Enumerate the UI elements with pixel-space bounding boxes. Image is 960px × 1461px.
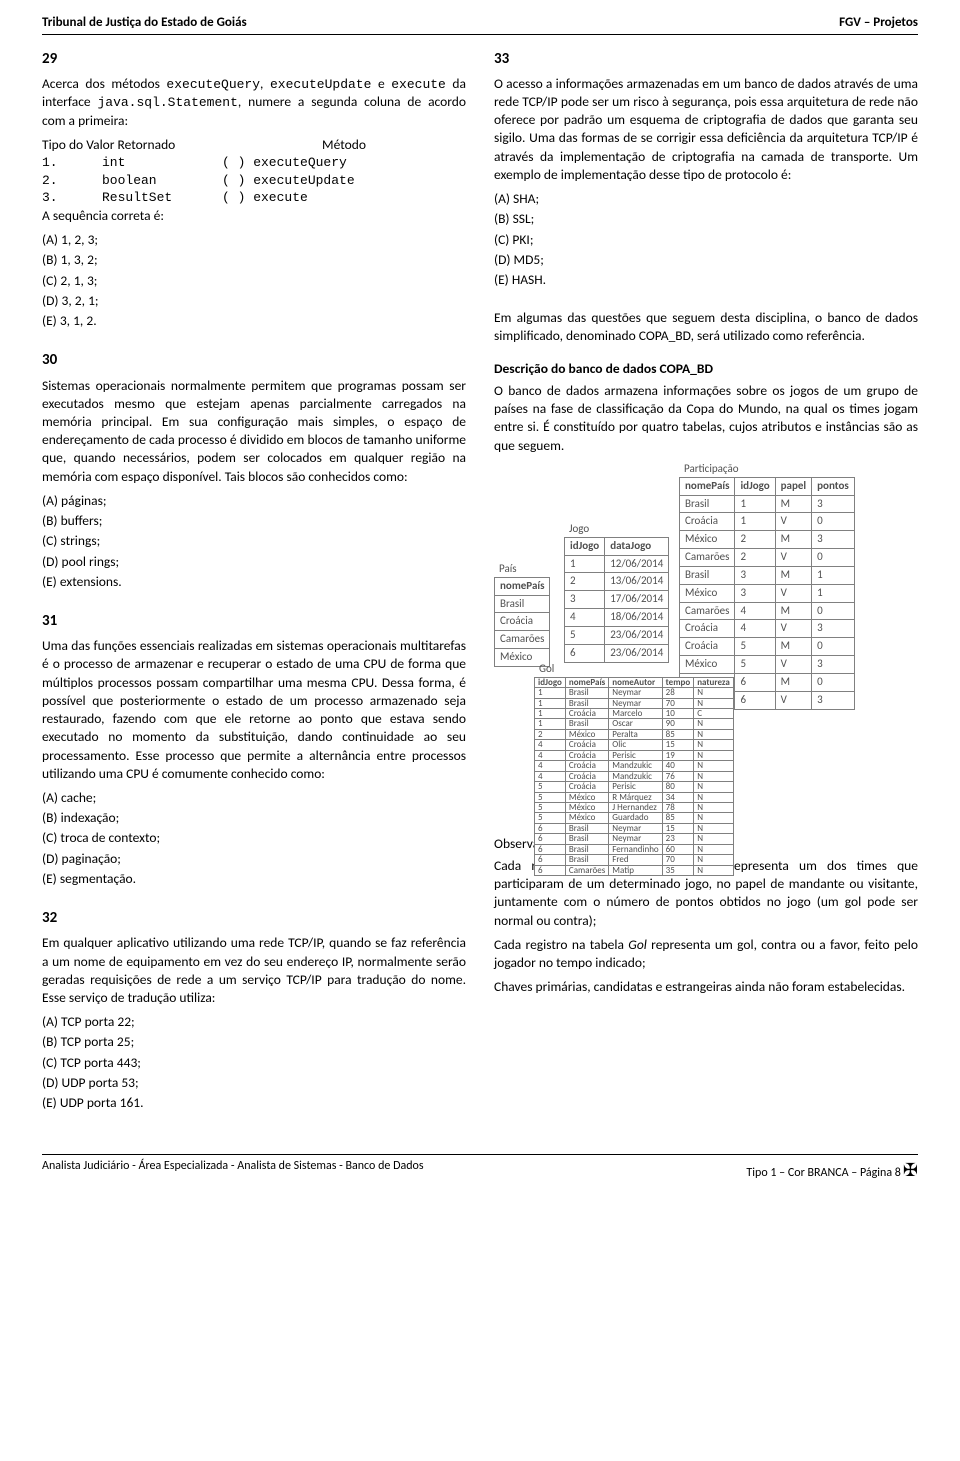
q30-opt-c: (C) strings;: [42, 532, 466, 550]
question-32: 32 Em qualquer aplicativo utilizando uma…: [42, 908, 466, 1112]
question-33: 33 O acesso a informações armazenadas em…: [494, 49, 918, 290]
header-left: Tribunal de Justiça do Estado de Goiás: [42, 14, 247, 32]
table-part-title: Participação: [679, 461, 744, 478]
q29-options: (A) 1, 2, 3; (B) 1, 3, 2; (C) 2, 1, 3; (…: [42, 231, 466, 330]
q31-opt-a: (A) cache;: [42, 789, 466, 807]
right-column: 33 O acesso a informações armazenadas em…: [494, 49, 918, 1133]
q31-opt-d: (D) paginação;: [42, 850, 466, 868]
q31-text: Uma das funções essenciais realizadas em…: [42, 637, 466, 783]
obs-3: Chaves primárias, candidatas e estrangei…: [494, 978, 918, 996]
q29-opt-d: (D) 3, 2, 1;: [42, 292, 466, 310]
q32-opt-a: (A) TCP porta 22;: [42, 1013, 466, 1031]
question-30: 30 Sistemas operacionais normalmente per…: [42, 350, 466, 591]
q29-opt-b: (B) 1, 3, 2;: [42, 251, 466, 269]
q33-opt-a: (A) SHA;: [494, 190, 918, 208]
q29-intro: Acerca dos métodos executeQuery, execute…: [42, 75, 466, 130]
q29-opt-c: (C) 2, 1, 3;: [42, 272, 466, 290]
q32-opt-c: (C) TCP porta 443;: [42, 1054, 466, 1072]
q29-seq: A sequência correta é:: [42, 207, 466, 225]
q30-opt-a: (A) páginas;: [42, 492, 466, 510]
q33-opt-d: (D) MD5;: [494, 251, 918, 269]
left-column: 29 Acerca dos métodos executeQuery, exec…: [42, 49, 466, 1133]
q29-opt-a: (A) 1, 2, 3;: [42, 231, 466, 249]
q31-opt-b: (B) indexação;: [42, 809, 466, 827]
q33-opt-e: (E) HASH.: [494, 271, 918, 289]
table-gol-title: Gol: [534, 661, 559, 678]
q31-opt-e: (E) segmentação.: [42, 870, 466, 888]
q29-number: 29: [42, 49, 466, 69]
q32-opt-b: (B) TCP porta 25;: [42, 1033, 466, 1051]
q30-text: Sistemas operacionais normalmente permit…: [42, 377, 466, 486]
question-29: 29 Acerca dos métodos executeQuery, exec…: [42, 49, 466, 331]
q29-headers: Tipo do Valor Retornado Método: [42, 136, 466, 154]
q32-text: Em qualquer aplicativo utilizando uma re…: [42, 934, 466, 1007]
q32-opt-e: (E) UDP porta 161.: [42, 1094, 466, 1112]
q32-options: (A) TCP porta 22; (B) TCP porta 25; (C) …: [42, 1013, 466, 1112]
q29-opt-e: (E) 3, 1, 2.: [42, 312, 466, 330]
q33-text: O acesso a informações armazenadas em um…: [494, 75, 918, 184]
obs-2: Cada registro na tabela Gol representa u…: [494, 936, 918, 972]
desc-title: Descrição do banco de dados COPA_BD: [494, 360, 918, 378]
q31-number: 31: [42, 611, 466, 631]
q33-options: (A) SHA; (B) SSL; (C) PKI; (D) MD5; (E) …: [494, 190, 918, 289]
table-jogo-title: Jogo: [564, 521, 594, 538]
q30-opt-b: (B) buffers;: [42, 512, 466, 530]
table-participacao: nomePaísidJogopapelpontosBrasil1M3Croáci…: [679, 477, 855, 710]
footer-left: Analista Judiciário - Área Especializada…: [42, 1158, 424, 1182]
q29-row3: 3. ResultSet ( ) execute: [42, 189, 466, 207]
q29-row2: 2. boolean ( ) executeUpdate: [42, 172, 466, 190]
q30-opt-d: (D) pool rings;: [42, 553, 466, 571]
page-header: Tribunal de Justiça do Estado de Goiás F…: [42, 14, 918, 35]
header-right: FGV – Projetos: [839, 14, 918, 32]
question-31: 31 Uma das funções essenciais realizadas…: [42, 611, 466, 888]
q33-opt-c: (C) PKI;: [494, 231, 918, 249]
desc-text: O banco de dados armazena informações so…: [494, 382, 918, 455]
q32-number: 32: [42, 908, 466, 928]
table-pais: nomePaísBrasilCroáciaCamarõesMéxico: [494, 577, 550, 667]
footer-right: Tipo 1 – Cor BRANCA – Página 8✠: [746, 1158, 918, 1182]
tables-area: Participação nomePaísidJogopapelpontosBr…: [494, 461, 918, 821]
table-jogo: idJogodataJogo112/06/2014213/06/2014317/…: [564, 537, 669, 663]
table-gol: idJogonomePaísnomeAutortemponatureza1Bra…: [534, 677, 734, 876]
page-footer: Analista Judiciário - Área Especializada…: [42, 1154, 918, 1182]
table-pais-title: País: [494, 561, 522, 578]
q32-opt-d: (D) UDP porta 53;: [42, 1074, 466, 1092]
q30-options: (A) páginas; (B) buffers; (C) strings; (…: [42, 492, 466, 591]
q33-number: 33: [494, 49, 918, 69]
q33-opt-b: (B) SSL;: [494, 210, 918, 228]
q30-number: 30: [42, 350, 466, 370]
q31-opt-c: (C) troca de contexto;: [42, 829, 466, 847]
q30-opt-e: (E) extensions.: [42, 573, 466, 591]
q31-options: (A) cache; (B) indexação; (C) troca de c…: [42, 789, 466, 888]
q29-row1: 1. int ( ) executeQuery: [42, 154, 466, 172]
note-copa: Em algumas das questões que seguem desta…: [494, 309, 918, 345]
